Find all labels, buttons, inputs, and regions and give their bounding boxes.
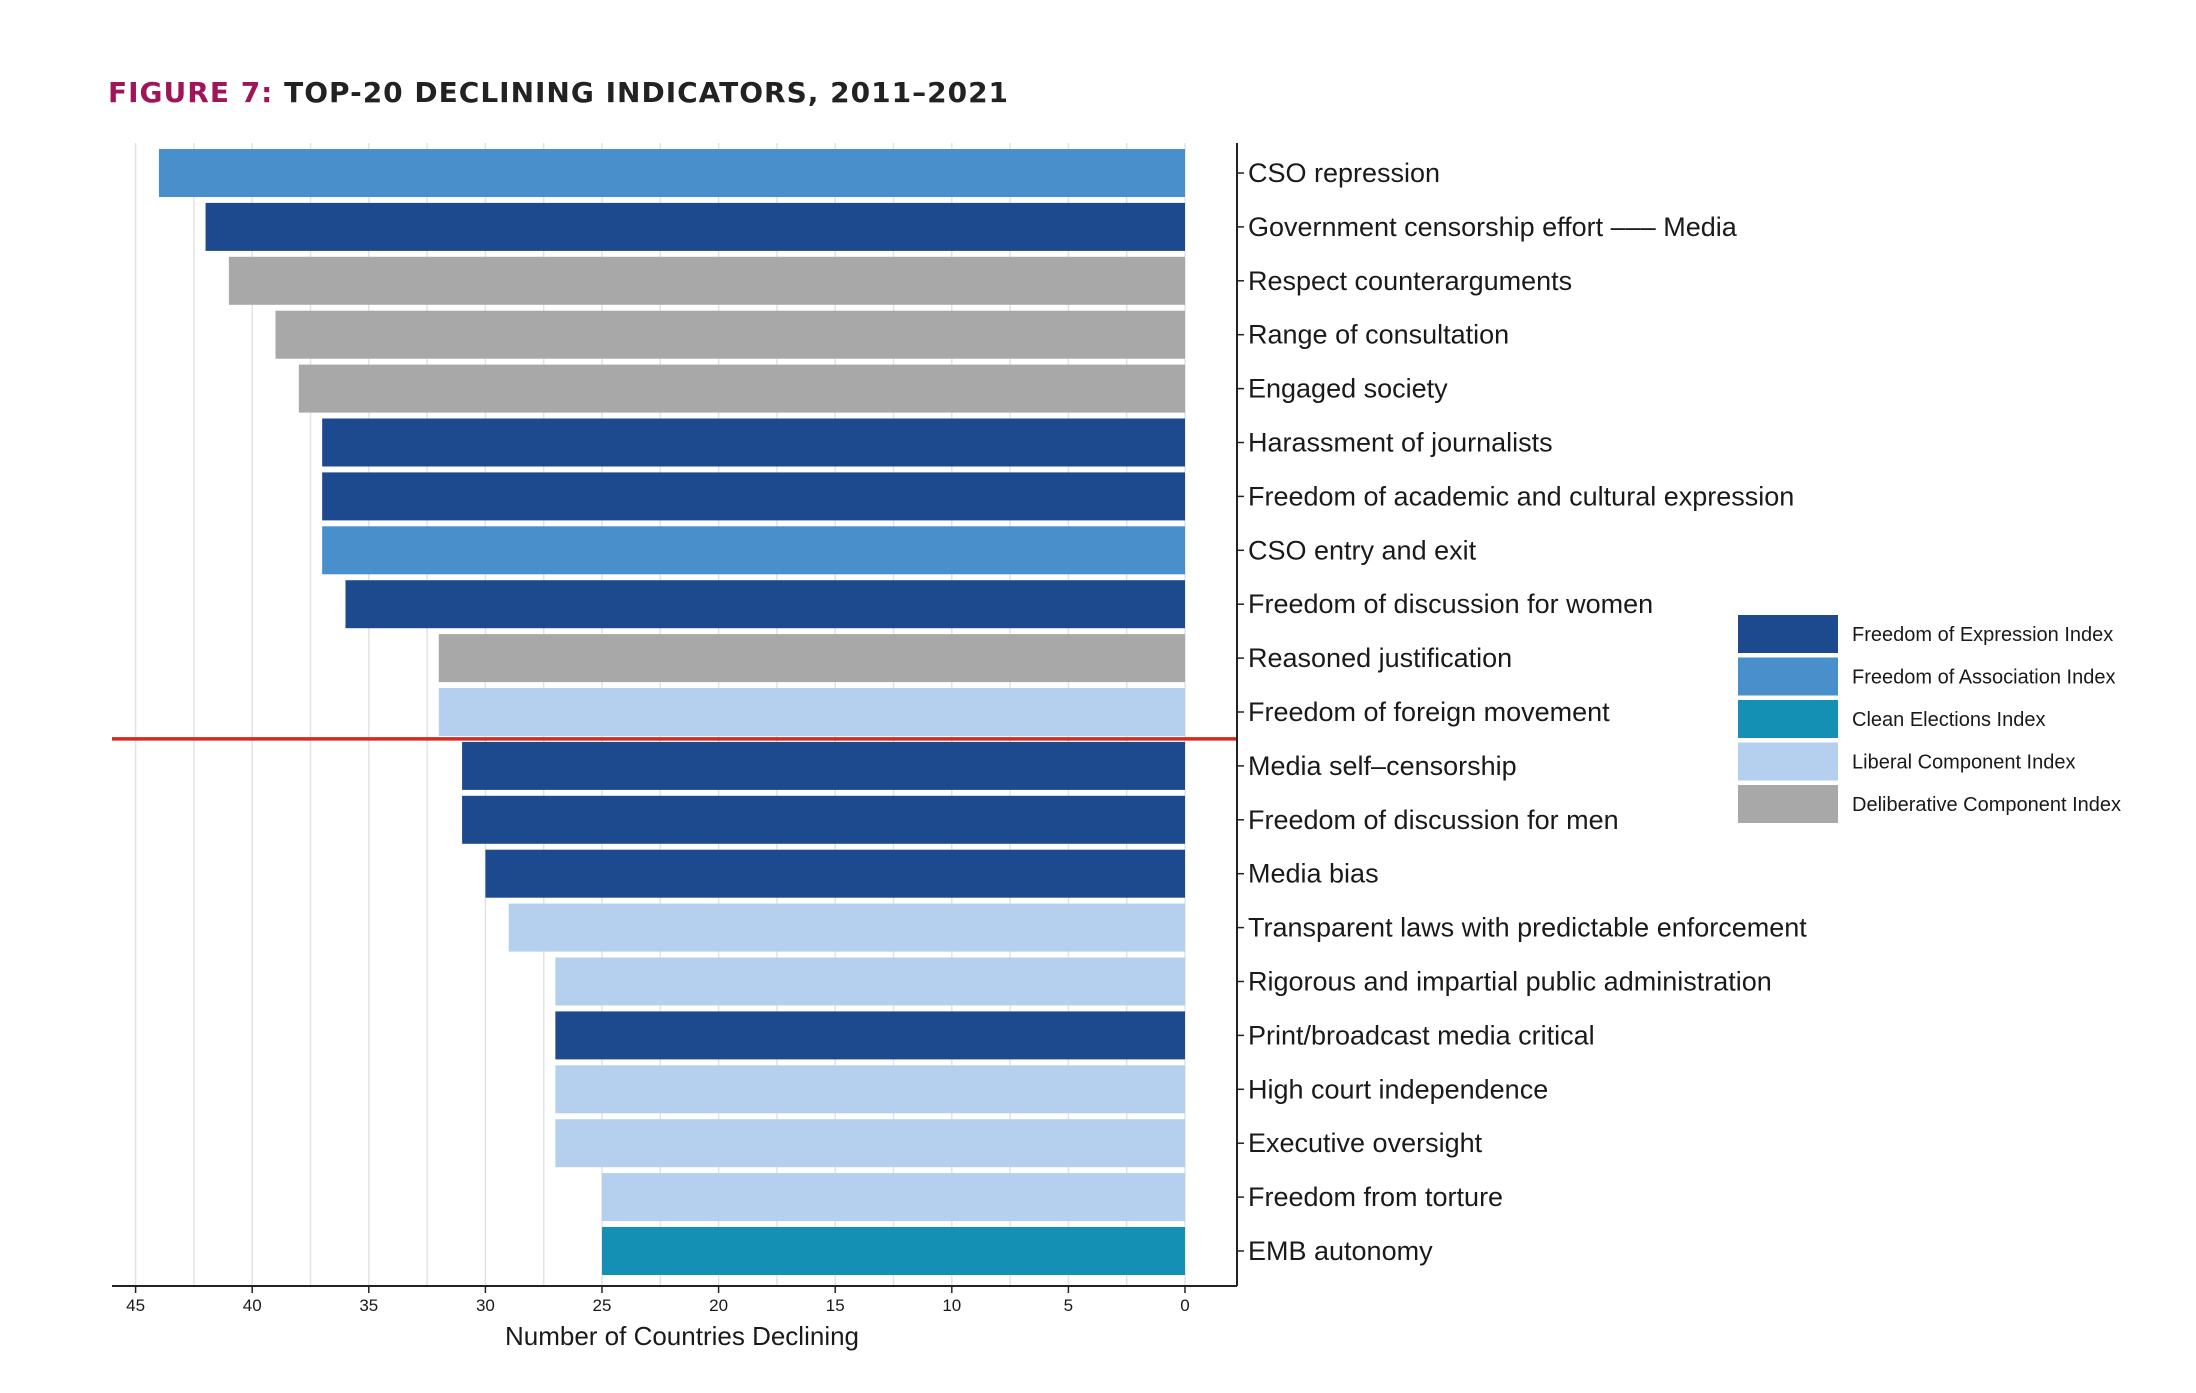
figure-title-text: TOP-20 DECLINING INDICATORS, 2011–2021 (284, 76, 1010, 109)
category-label: Government censorship effort ––– Media (1248, 212, 1738, 242)
bar (438, 688, 1185, 736)
x-tick-label: 15 (826, 1296, 845, 1315)
chart-title: FIGURE 7: TOP-20 DECLINING INDICATORS, 2… (108, 76, 1009, 109)
legend-swatch (1738, 657, 1838, 696)
x-tick-label: 10 (942, 1296, 961, 1315)
bar (205, 202, 1185, 251)
category-label: CSO entry and exit (1248, 535, 1477, 565)
category-label: Freedom from torture (1248, 1182, 1503, 1212)
category-label: CSO repression (1248, 158, 1440, 188)
bar (555, 1065, 1185, 1114)
bars (158, 149, 1186, 1275)
x-tick-label: 30 (476, 1296, 495, 1315)
bar (555, 957, 1185, 1006)
bar (298, 364, 1186, 413)
category-label: Range of consultation (1248, 320, 1509, 350)
x-tick-label: 45 (126, 1296, 145, 1315)
category-label: Freedom of discussion for men (1248, 805, 1619, 835)
bar (345, 580, 1186, 629)
category-label: Harassment of journalists (1248, 428, 1553, 458)
category-label: Freedom of academic and cultural express… (1248, 481, 1794, 511)
bar (158, 149, 1185, 197)
legend: Freedom of Expression Index Freedom of As… (1738, 615, 2121, 823)
legend-label: Deliberative Component Index (1852, 794, 2121, 816)
legend-label: Freedom of Expression Index (1852, 624, 2113, 646)
bar (555, 1119, 1185, 1168)
legend-swatch (1738, 615, 1838, 653)
bar (508, 903, 1186, 952)
bar (602, 1227, 1185, 1275)
legend-swatch (1738, 785, 1838, 823)
bar (602, 1173, 1185, 1222)
category-label: Transparent laws with predictable enforc… (1248, 913, 1807, 943)
x-tick-label: 5 (1064, 1296, 1073, 1315)
x-tick-label: 0 (1180, 1296, 1189, 1315)
bar (228, 256, 1185, 305)
legend-swatch (1738, 742, 1838, 781)
x-axis-ticks: 45 40 35 30 25 20 15 10 5 0 (126, 1286, 1190, 1315)
bar (275, 310, 1185, 359)
x-tick-label: 20 (709, 1296, 728, 1315)
x-tick-label: 35 (359, 1296, 378, 1315)
bar (322, 526, 1185, 575)
x-tick-label: 25 (593, 1296, 612, 1315)
legend-swatch (1738, 700, 1838, 738)
bar (438, 634, 1185, 683)
category-label: Media bias (1248, 859, 1379, 889)
category-label: Freedom of discussion for women (1248, 589, 1653, 619)
category-label: Reasoned justification (1248, 643, 1512, 673)
category-label: Media self–censorship (1248, 751, 1517, 781)
category-labels: CSO repression Government censorship effo… (1237, 158, 1807, 1266)
category-label: Print/broadcast media critical (1248, 1020, 1595, 1050)
bar (462, 795, 1186, 844)
bar (322, 418, 1185, 467)
legend-label: Freedom of Association Index (1852, 667, 2115, 689)
bar (462, 741, 1186, 790)
bar (322, 472, 1185, 521)
x-axis-title: Number of Countries Declining (505, 1321, 859, 1351)
x-tick-label: 40 (243, 1296, 262, 1315)
category-label: Executive oversight (1248, 1128, 1483, 1158)
bar (485, 849, 1185, 898)
category-label: High court independence (1248, 1074, 1548, 1104)
category-label: Respect counterarguments (1248, 266, 1572, 296)
legend-label: Liberal Component Index (1852, 752, 2075, 774)
category-label: Freedom of foreign movement (1248, 697, 1610, 727)
axes (112, 143, 1238, 1287)
bar (555, 1011, 1185, 1060)
legend-label: Clean Elections Index (1852, 709, 2045, 731)
category-label: Rigorous and impartial public administra… (1248, 967, 1772, 997)
category-label: Engaged society (1248, 374, 1448, 404)
category-label: EMB autonomy (1248, 1236, 1433, 1266)
figure-number: FIGURE 7: (108, 76, 274, 109)
